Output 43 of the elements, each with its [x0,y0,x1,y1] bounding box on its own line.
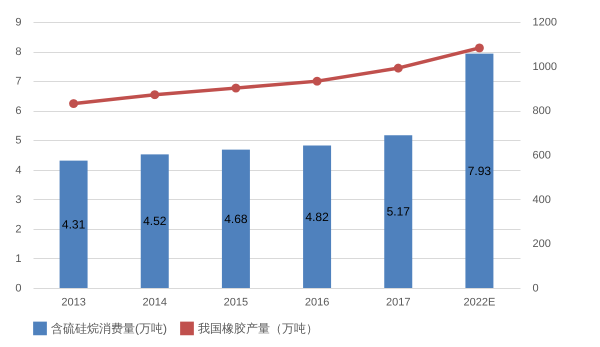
bar [60,160,88,288]
x-tick-label: 2017 [386,296,410,308]
legend-label: 我国橡胶产量（万吨） [198,321,318,336]
y-tick-label: 7 [15,76,22,88]
point [150,90,160,100]
y-tick-label: 0 [15,282,22,294]
y2-tick-label: 400 [532,194,551,206]
y-tick-label: 3 [15,194,22,206]
y-tick-label: 4 [15,164,22,176]
point [474,43,484,52]
y-tick-label: 5 [15,134,22,147]
x-tick-label: 2015 [224,296,248,308]
bar [140,154,169,288]
data-label: 4.82 [305,210,330,224]
point [394,64,403,73]
data-label: 4.68 [224,212,248,226]
x-tick-label: 2013 [61,296,86,308]
y-tick-label: 8 [15,46,22,58]
y2-tick-label: 200 [532,238,551,250]
y-tick-label: 1 [15,252,22,265]
point [312,76,322,86]
y2-tick-label: 800 [532,105,551,118]
bar [465,54,494,288]
y2-tick-label: 1000 [532,60,557,73]
y2-tick-label: 600 [532,150,551,162]
point [69,99,78,108]
y-tick-label: 2 [15,223,22,236]
x-tick-label: 2016 [304,296,330,308]
data-label: 4.52 [143,214,167,228]
data-label: 4.31 [62,217,86,232]
x-tick-label: 2014 [142,296,167,308]
point [231,84,240,93]
legend-label: 含硫硅烷消费量(万吨) [51,321,167,336]
data-label: 5.17 [386,204,410,219]
x-tick-label: 2022E [464,296,496,308]
y-tick-label: 9 [15,16,22,28]
bar [384,135,412,288]
y-tick-label: 6 [15,105,22,118]
y2-tick-label: 0 [532,282,539,294]
bar [222,150,250,288]
y2-tick-label: 1200 [532,16,557,28]
data-label: 7.93 [468,164,492,178]
bar [303,146,332,288]
